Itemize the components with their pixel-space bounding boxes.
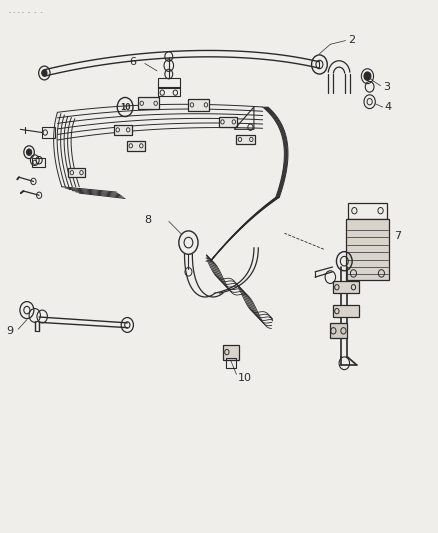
Bar [346, 219, 389, 280]
Bar [158, 87, 180, 96]
Text: 3: 3 [383, 82, 390, 92]
Bar [332, 281, 359, 293]
Bar [127, 141, 145, 151]
Bar [158, 78, 180, 88]
Bar [138, 98, 159, 109]
Text: 4: 4 [384, 102, 391, 112]
Bar [188, 99, 209, 111]
Text: 10: 10 [120, 102, 131, 111]
Text: 10: 10 [237, 373, 251, 383]
Bar [332, 305, 359, 317]
Text: 9: 9 [6, 326, 13, 336]
Bar [226, 359, 237, 368]
Bar [68, 168, 85, 177]
Text: - - - -  -  -  -: - - - - - - - [10, 10, 43, 15]
Circle shape [42, 70, 47, 76]
Bar [223, 345, 239, 360]
Bar [330, 324, 347, 338]
Text: 7: 7 [394, 231, 401, 241]
Bar [32, 158, 45, 166]
Bar [42, 127, 55, 138]
Circle shape [364, 72, 371, 80]
Text: 2: 2 [348, 35, 355, 45]
Text: 8: 8 [144, 215, 151, 225]
Bar [114, 125, 132, 135]
Text: 6: 6 [130, 57, 137, 67]
Circle shape [26, 149, 32, 156]
Bar [219, 117, 237, 127]
Bar [348, 203, 387, 219]
Bar [237, 135, 255, 144]
